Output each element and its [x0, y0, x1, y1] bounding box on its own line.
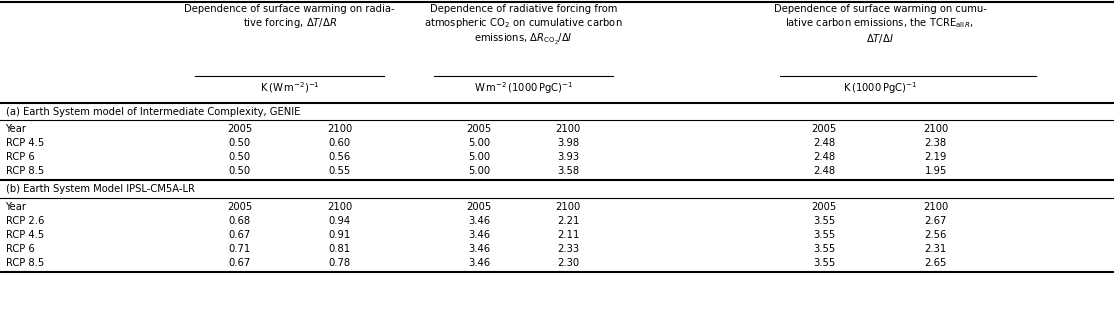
Text: (b) Earth System Model IPSL-CM5A-LR: (b) Earth System Model IPSL-CM5A-LR	[6, 184, 195, 194]
Text: 3.93: 3.93	[557, 152, 579, 162]
Text: 0.67: 0.67	[228, 258, 251, 268]
Text: 3.46: 3.46	[468, 244, 490, 254]
Text: 0.94: 0.94	[329, 216, 351, 226]
Text: Dependence of radiative forcing from
atmospheric CO$_2$ on cumulative carbon
emi: Dependence of radiative forcing from atm…	[424, 4, 623, 47]
Text: 0.50: 0.50	[228, 152, 251, 162]
Text: 2.30: 2.30	[557, 258, 579, 268]
Text: 2.65: 2.65	[925, 258, 947, 268]
Text: RCP 6: RCP 6	[6, 152, 35, 162]
Text: 0.91: 0.91	[329, 230, 351, 240]
Text: 0.78: 0.78	[329, 258, 351, 268]
Text: 0.81: 0.81	[329, 244, 351, 254]
Text: 2005: 2005	[227, 124, 252, 134]
Text: RCP 4.5: RCP 4.5	[6, 230, 43, 240]
Text: 2.48: 2.48	[813, 138, 836, 148]
Text: K$\,(1000\,{\rm PgC})^{-1}$: K$\,(1000\,{\rm PgC})^{-1}$	[843, 80, 917, 96]
Text: 2100: 2100	[328, 124, 352, 134]
Text: 2.21: 2.21	[557, 216, 579, 226]
Text: 2.31: 2.31	[925, 244, 947, 254]
Text: 2100: 2100	[556, 202, 580, 212]
Text: RCP 8.5: RCP 8.5	[6, 258, 43, 268]
Text: 3.46: 3.46	[468, 258, 490, 268]
Text: 2100: 2100	[924, 124, 948, 134]
Text: W$\,{\rm m}^{-2}\,(1000\,{\rm PgC})^{-1}$: W$\,{\rm m}^{-2}\,(1000\,{\rm PgC})^{-1}…	[473, 80, 574, 96]
Text: 0.56: 0.56	[329, 152, 351, 162]
Text: 2005: 2005	[467, 202, 491, 212]
Text: 1.95: 1.95	[925, 166, 947, 176]
Text: 3.55: 3.55	[813, 258, 836, 268]
Text: 2005: 2005	[812, 202, 837, 212]
Text: 2.33: 2.33	[557, 244, 579, 254]
Text: 2100: 2100	[328, 202, 352, 212]
Text: 0.50: 0.50	[228, 138, 251, 148]
Text: Year: Year	[6, 124, 27, 134]
Text: 2.56: 2.56	[925, 230, 947, 240]
Text: 2.38: 2.38	[925, 138, 947, 148]
Text: 3.46: 3.46	[468, 216, 490, 226]
Text: 3.55: 3.55	[813, 244, 836, 254]
Text: 3.55: 3.55	[813, 230, 836, 240]
Text: 2005: 2005	[227, 202, 252, 212]
Text: RCP 6: RCP 6	[6, 244, 35, 254]
Text: 5.00: 5.00	[468, 138, 490, 148]
Text: (a) Earth System model of Intermediate Complexity, GENIE: (a) Earth System model of Intermediate C…	[6, 107, 300, 117]
Text: 3.55: 3.55	[813, 216, 836, 226]
Text: RCP 8.5: RCP 8.5	[6, 166, 43, 176]
Text: 2005: 2005	[467, 124, 491, 134]
Text: 2100: 2100	[924, 202, 948, 212]
Text: 0.68: 0.68	[228, 216, 251, 226]
Text: 0.71: 0.71	[228, 244, 251, 254]
Text: 5.00: 5.00	[468, 166, 490, 176]
Text: 2005: 2005	[812, 124, 837, 134]
Text: 5.00: 5.00	[468, 152, 490, 162]
Text: 2100: 2100	[556, 124, 580, 134]
Text: 0.67: 0.67	[228, 230, 251, 240]
Text: 3.46: 3.46	[468, 230, 490, 240]
Text: 2.48: 2.48	[813, 152, 836, 162]
Text: 0.55: 0.55	[329, 166, 351, 176]
Text: RCP 4.5: RCP 4.5	[6, 138, 43, 148]
Text: 3.58: 3.58	[557, 166, 579, 176]
Text: 3.98: 3.98	[557, 138, 579, 148]
Text: Dependence of surface warming on radia-
tive forcing, $\Delta T/\Delta R$: Dependence of surface warming on radia- …	[184, 4, 395, 30]
Text: K$\,({\rm W\,m}^{-2})^{-1}$: K$\,({\rm W\,m}^{-2})^{-1}$	[260, 80, 320, 95]
Text: 2.11: 2.11	[557, 230, 579, 240]
Text: RCP 2.6: RCP 2.6	[6, 216, 43, 226]
Text: 2.67: 2.67	[925, 216, 947, 226]
Text: 0.60: 0.60	[329, 138, 351, 148]
Text: 2.48: 2.48	[813, 166, 836, 176]
Text: Dependence of surface warming on cumu-
lative carbon emissions, the TCRE$_{\math: Dependence of surface warming on cumu- l…	[773, 4, 987, 45]
Text: 0.50: 0.50	[228, 166, 251, 176]
Text: 2.19: 2.19	[925, 152, 947, 162]
Text: Year: Year	[6, 202, 27, 212]
